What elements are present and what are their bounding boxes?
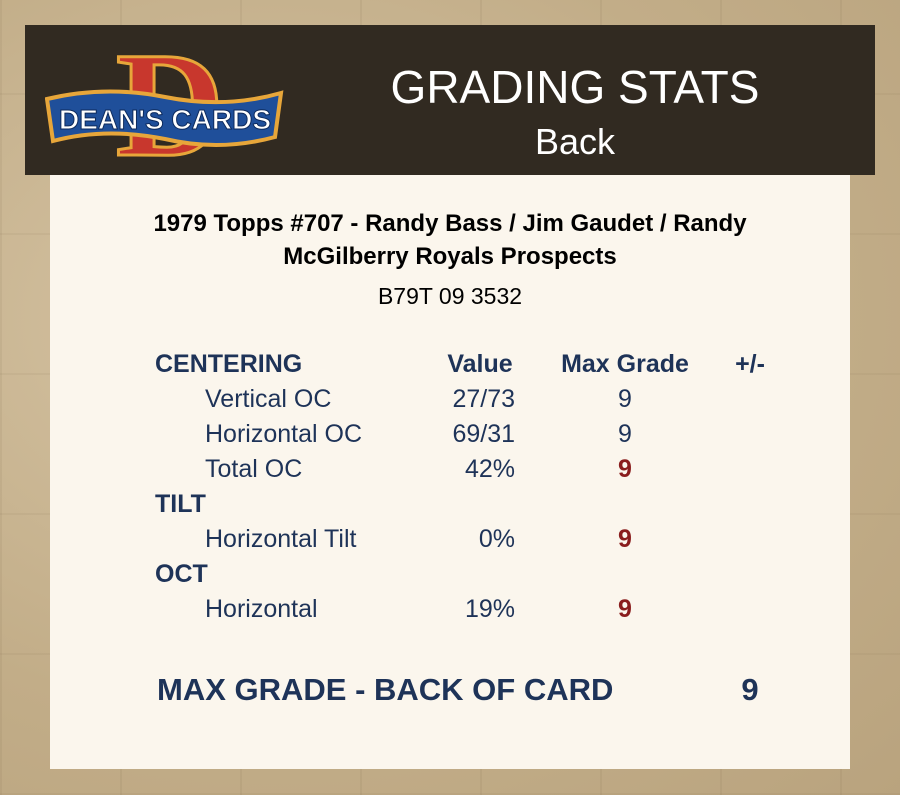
row-grade-highlight: 9 (618, 455, 632, 483)
row-grade: 9 (618, 385, 632, 413)
row-value: 69/31 (452, 420, 515, 448)
row-grade: 9 (618, 420, 632, 448)
row-value: 19% (464, 595, 515, 623)
deans-cards-logo: D DEAN'S CARDS (45, 37, 284, 167)
row-label: Horizontal (205, 595, 318, 623)
cert-number: B79T 09 3532 (377, 283, 523, 309)
max-grade-summary-value: 9 (741, 672, 759, 707)
row-label: Total OC (205, 455, 303, 483)
page-subtitle: Back (534, 121, 616, 162)
row-label: Horizontal Tilt (205, 525, 357, 553)
oct-heading: OCT (155, 560, 208, 588)
header-banner: D DEAN'S CARDS GRADING STATS Back (25, 25, 875, 175)
row-label: Horizontal OC (205, 420, 362, 448)
row-grade-highlight: 9 (618, 525, 632, 553)
stats-panel: 1979 Topps #707 - Randy Bass / Jim Gaude… (50, 175, 850, 769)
tilt-heading: TILT (155, 490, 206, 518)
centering-heading: CENTERING (155, 350, 303, 378)
row-value: 27/73 (452, 385, 515, 413)
max-grade-column-header: Max Grade (561, 350, 689, 378)
row-grade-highlight: 9 (618, 595, 632, 623)
card-name: 1979 Topps #707 - Randy Bass / Jim Gaude… (153, 210, 747, 270)
logo-text: DEAN'S CARDS (59, 104, 271, 135)
row-value: 42% (464, 455, 515, 483)
plus-minus-column-header: +/- (735, 350, 765, 378)
row-label: Vertical OC (205, 385, 332, 413)
max-grade-summary-label: MAX GRADE - BACK OF CARD (157, 672, 614, 707)
page-title: GRADING STATS (390, 61, 760, 113)
value-column-header: Value (447, 350, 513, 378)
row-value: 0% (478, 525, 515, 553)
